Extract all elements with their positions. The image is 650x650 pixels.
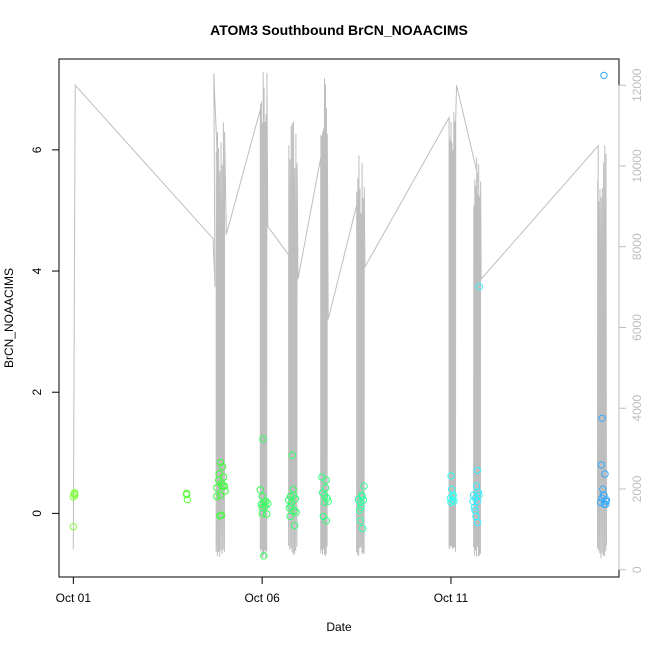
data-point (355, 506, 364, 515)
secondary-y-tick-label: 8000 (630, 233, 644, 260)
data-point (323, 494, 331, 502)
secondary-y-tick-label: 12000 (630, 68, 644, 102)
data-point (259, 435, 267, 443)
data-point (256, 486, 264, 494)
data-point (473, 466, 482, 475)
secondary-y-tick-label: 0 (630, 566, 644, 573)
data-point (292, 508, 300, 516)
data-point (264, 500, 272, 508)
data-point (358, 524, 367, 533)
data-point (262, 497, 270, 505)
data-point (258, 503, 266, 511)
data-point (318, 473, 326, 481)
y-tick-label: 2 (30, 389, 44, 396)
plot-frame (58, 58, 620, 578)
data-point (69, 523, 78, 531)
data-point (448, 496, 457, 504)
data-point (598, 414, 606, 422)
data-point (221, 487, 229, 495)
data-point (359, 496, 368, 504)
data-point (70, 489, 79, 497)
data-point (289, 491, 298, 499)
data-point (218, 463, 227, 471)
data-point (356, 517, 364, 525)
data-point (602, 500, 610, 508)
data-point (321, 484, 330, 492)
x-tick-label: Oct 11 (434, 591, 469, 605)
x-tick-label: Oct 06 (244, 591, 280, 605)
secondary-y-tick-label: 2000 (630, 475, 644, 502)
chart-title: ATOM3 Southbound BrCN_NOAACIMS (210, 22, 468, 38)
data-point (291, 495, 300, 503)
data-point (287, 502, 295, 510)
data-point (217, 511, 226, 519)
y-axis-label: BrCN_NOAACIMS (2, 268, 16, 368)
data-point (473, 518, 482, 527)
secondary-y-tick-label: 6000 (630, 314, 644, 341)
data-point (596, 498, 605, 507)
data-point (475, 283, 483, 291)
secondary-series-line (72, 72, 607, 559)
data-point (219, 482, 227, 490)
data-point (324, 497, 332, 505)
data-point (475, 491, 483, 499)
data-point (182, 489, 191, 498)
data-point (263, 510, 271, 518)
secondary-y-tick-label: 10000 (630, 149, 644, 183)
data-point (322, 517, 330, 525)
data-point (69, 493, 78, 501)
data-point (288, 451, 297, 459)
data-point (471, 506, 479, 515)
y-tick-label: 0 (30, 510, 44, 517)
data-point (321, 498, 329, 507)
data-point (290, 521, 299, 530)
data-point (216, 458, 225, 467)
data-points (69, 71, 611, 560)
secondary-series-path (72, 72, 607, 559)
secondary-y-tick-label: 4000 (630, 395, 644, 422)
data-point (360, 482, 368, 490)
data-point (447, 472, 455, 480)
secondary-y-axis: 0 2000 4000 6000 8000 10000 12000 (618, 68, 644, 573)
y-tick-label: 4 (30, 267, 44, 274)
y-axis: 0 2 4 6 (30, 146, 60, 517)
data-point (219, 473, 228, 481)
data-point (287, 498, 296, 507)
data-point (601, 470, 609, 478)
data-point (597, 461, 605, 469)
data-point (600, 71, 608, 80)
x-tick-label: Oct 01 (56, 591, 92, 605)
data-point (472, 482, 481, 490)
data-point (216, 491, 225, 499)
x-axis: Oct 01 Oct 06 Oct 11 (56, 576, 469, 605)
data-point (599, 491, 608, 499)
data-point (469, 497, 477, 505)
y-tick-label: 6 (30, 146, 44, 153)
data-point (213, 492, 221, 501)
data-point (358, 491, 366, 499)
data-point (449, 491, 457, 499)
data-point (286, 512, 294, 521)
x-axis-label: Date (326, 620, 352, 634)
data-point (260, 552, 268, 560)
